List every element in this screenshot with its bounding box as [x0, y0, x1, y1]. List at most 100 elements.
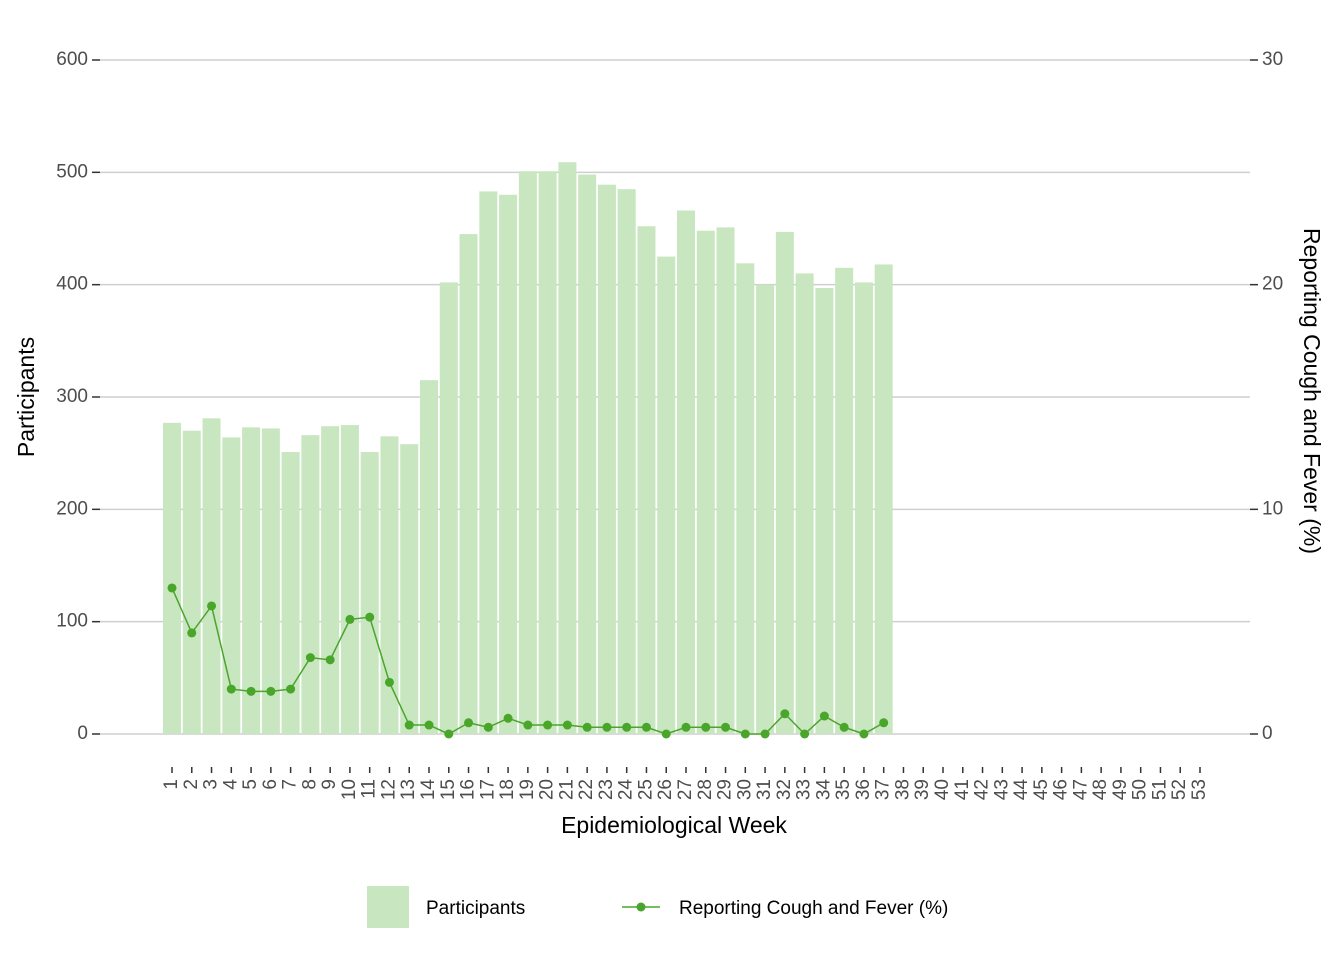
- point: [622, 722, 632, 732]
- x-tick-label: 7: [280, 779, 301, 790]
- x-tick-label: 29: [715, 779, 736, 800]
- bar: [499, 194, 518, 735]
- x-tick-label: 31: [754, 779, 775, 800]
- point: [602, 722, 612, 732]
- x-tick-label: 2: [181, 779, 202, 790]
- bar: [340, 425, 359, 734]
- x-tick-label: 37: [873, 779, 894, 800]
- bar: [420, 380, 438, 734]
- x-tick-label: 13: [398, 779, 419, 800]
- y2-tick-label: 10: [1262, 498, 1283, 519]
- bar: [795, 273, 814, 734]
- x-tick-label: 9: [319, 779, 340, 790]
- x-tick-label: 49: [1110, 779, 1131, 800]
- x-tick-label: 5: [240, 779, 261, 790]
- x-tick-label: 21: [556, 779, 577, 800]
- point: [305, 653, 315, 663]
- x-tick-label: 25: [635, 779, 656, 800]
- bar: [617, 189, 636, 734]
- x-tick-label: 40: [932, 779, 953, 800]
- y2-axis-title: Reporting Cough and Fever (%): [1299, 228, 1325, 554]
- point: [286, 684, 296, 694]
- x-axis-title: Epidemiological Week: [561, 812, 787, 838]
- x-tick-label: 8: [299, 779, 320, 790]
- bar: [854, 282, 873, 734]
- x-tick-label: 6: [260, 779, 281, 790]
- bar: [835, 267, 854, 734]
- point: [780, 709, 790, 719]
- point: [365, 612, 375, 622]
- x-tick-label: 48: [1090, 779, 1111, 800]
- x-tick-label: 30: [734, 779, 755, 800]
- bar: [182, 430, 201, 734]
- point: [641, 722, 651, 732]
- x-tick-label: 35: [833, 779, 854, 800]
- point: [503, 713, 513, 723]
- x-tick-label: 42: [972, 779, 993, 800]
- x-tick-label: 23: [596, 779, 617, 800]
- bar: [321, 426, 340, 734]
- x-tick-label: 4: [220, 779, 241, 790]
- point: [562, 720, 572, 730]
- x-tick-label: 14: [418, 779, 439, 801]
- bar: [696, 230, 715, 734]
- bar: [479, 191, 498, 734]
- point: [701, 722, 711, 732]
- y-axis-title: Participants: [13, 337, 39, 457]
- y-tick-label: 400: [56, 274, 88, 295]
- point: [582, 722, 592, 732]
- bar: [538, 171, 557, 734]
- y2-tick-label: 20: [1262, 274, 1283, 295]
- y-tick-label: 300: [56, 386, 88, 407]
- point: [207, 601, 217, 611]
- x-tick-label: 15: [438, 779, 459, 800]
- point: [543, 720, 553, 730]
- x-tick-label: 41: [952, 779, 973, 800]
- x-tick-label: 34: [813, 779, 834, 801]
- x-tick-label: 1: [161, 779, 182, 790]
- point: [819, 711, 829, 721]
- point: [760, 729, 770, 739]
- y-tick-label: 0: [77, 723, 88, 744]
- bar: [756, 284, 775, 734]
- bar: [775, 231, 794, 734]
- x-tick-label: 20: [537, 779, 558, 800]
- point: [187, 628, 197, 638]
- x-tick-label: 53: [1189, 779, 1210, 800]
- y-tick-label: 200: [56, 498, 88, 519]
- legend-label: Participants: [426, 898, 525, 919]
- point: [523, 720, 533, 730]
- y-tick-label: 100: [56, 611, 88, 632]
- x-tick-label: 50: [1130, 779, 1151, 800]
- bar: [281, 452, 300, 734]
- bar: [242, 427, 261, 734]
- point: [721, 722, 731, 732]
- x-tick-label: 46: [1051, 779, 1072, 800]
- point: [681, 722, 691, 732]
- point: [266, 686, 276, 696]
- bar: [637, 226, 656, 734]
- bar: [301, 435, 320, 734]
- point: [740, 729, 750, 739]
- point: [325, 655, 335, 665]
- bar: [677, 210, 695, 734]
- bar: [400, 444, 419, 734]
- x-tick-label: 27: [675, 779, 696, 800]
- x-tick-label: 33: [794, 779, 815, 800]
- bar: [261, 428, 280, 734]
- bar: [202, 418, 221, 734]
- x-tick-label: 24: [616, 779, 637, 801]
- bar: [657, 256, 676, 734]
- bar: [597, 184, 616, 734]
- point: [800, 729, 810, 739]
- x-tick-label: 51: [1149, 779, 1170, 800]
- point: [167, 583, 177, 593]
- x-tick-label: 28: [695, 779, 716, 800]
- bar: [518, 171, 537, 734]
- x-tick-label: 12: [378, 779, 399, 800]
- y2-tick-label: 0: [1262, 723, 1273, 744]
- x-tick-label: 43: [991, 779, 1012, 800]
- point: [226, 684, 236, 694]
- point: [444, 729, 454, 739]
- point: [483, 722, 493, 732]
